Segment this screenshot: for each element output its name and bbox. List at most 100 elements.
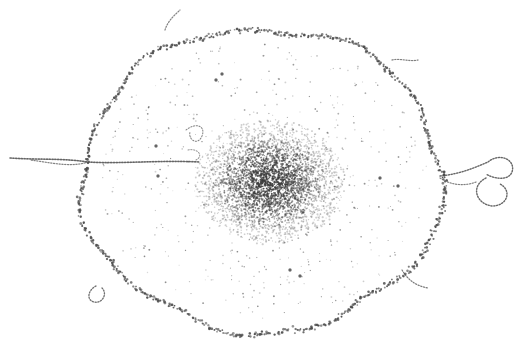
nucleus-dot	[228, 182, 231, 185]
nucleus-dot	[275, 164, 278, 167]
nucleus-dot	[295, 130, 298, 133]
nucleus-dot	[238, 179, 241, 182]
nucleus-dot	[250, 215, 253, 217]
nucleus-dot	[320, 190, 322, 192]
nucleus-dot	[309, 181, 312, 184]
cytoplasm-speck	[135, 247, 137, 249]
nucleus-dot	[308, 163, 310, 165]
nucleus-dot	[327, 162, 330, 166]
nucleus-dot	[275, 146, 277, 148]
nucleus-dot	[294, 181, 297, 184]
nucleus-dot	[238, 150, 241, 153]
nucleus-dot	[286, 194, 289, 197]
nucleus-dot	[235, 174, 238, 177]
cytoplasm-speck	[174, 104, 176, 106]
nucleus-dot	[246, 210, 249, 212]
membrane-dot	[417, 102, 420, 105]
nucleus-dot	[297, 182, 299, 185]
membrane-dot	[432, 152, 436, 155]
membrane-dot	[422, 113, 425, 116]
cytoplasm-speck	[252, 111, 255, 113]
membrane-dot	[119, 270, 122, 273]
nucleus-dot	[303, 134, 306, 137]
nucleus-dot	[290, 157, 293, 160]
nucleus-dot	[224, 224, 227, 227]
membrane-dot	[117, 92, 120, 95]
nucleus-dot	[274, 144, 277, 146]
cytoplasm-speck	[124, 193, 126, 195]
nucleus-dot	[306, 165, 309, 168]
membrane-dot	[101, 252, 105, 255]
nucleus-dot	[321, 195, 324, 198]
nucleus-dot	[285, 148, 287, 151]
nucleus-dot	[306, 159, 308, 161]
nucleus-dot	[298, 174, 302, 177]
nucleus-dot	[304, 163, 307, 166]
cytoplasm-speck	[233, 216, 235, 218]
cytoplasm-speck	[263, 43, 266, 46]
nucleus-dot	[305, 156, 308, 159]
nucleus-dot	[321, 170, 324, 173]
cytoplasm-speck	[260, 198, 262, 200]
nucleus-dot	[245, 136, 248, 139]
nucleus-dot	[239, 205, 241, 207]
nucleus-dot	[236, 207, 239, 210]
membrane-dot	[411, 265, 415, 269]
nucleus-dot	[211, 187, 214, 190]
nucleus-dot	[290, 145, 292, 148]
nucleus-dot	[240, 229, 242, 231]
cytoplasm-speck	[166, 201, 168, 204]
nucleus-dot	[274, 146, 277, 149]
nucleus-dot	[291, 124, 293, 126]
nucleus-dot	[323, 191, 326, 195]
membrane-dot	[100, 251, 103, 253]
membrane-dot	[108, 105, 111, 108]
cytoplasm-speck	[260, 241, 262, 244]
nucleus-dot	[313, 139, 316, 142]
cytoplasm-speck	[186, 104, 189, 107]
nucleus-dot	[250, 153, 253, 155]
nucleus-dot	[219, 166, 222, 169]
nucleus-dot	[301, 209, 303, 211]
nucleus-dot	[253, 216, 256, 218]
nucleus-dot	[235, 144, 237, 146]
cytoplasm-speck	[131, 146, 133, 149]
nucleus-dot	[312, 206, 315, 209]
cytoplasm-speck	[222, 180, 224, 183]
nucleus-dot	[210, 168, 212, 171]
nucleus-dot	[271, 178, 273, 180]
nucleus-dot	[214, 171, 216, 173]
membrane-dot	[274, 31, 277, 34]
nucleus-dot	[271, 145, 274, 148]
nucleus-dot	[211, 168, 214, 171]
nucleus-dot	[260, 197, 263, 200]
nucleus-dot	[305, 219, 307, 221]
nucleus-dot	[228, 195, 230, 197]
nucleus-dot	[219, 224, 221, 227]
nucleus-dot	[269, 213, 272, 217]
nucleus-dot	[325, 193, 327, 196]
nucleus-dot	[271, 183, 274, 186]
nucleus-dot	[284, 148, 287, 150]
membrane-dot	[249, 27, 253, 30]
nucleus-dot	[242, 150, 244, 152]
nucleus-dot	[312, 197, 314, 199]
nucleus-dot	[232, 195, 235, 197]
nucleus-dot	[333, 191, 335, 194]
nucleus-dot	[243, 215, 246, 217]
cytoplasm-speck	[195, 195, 197, 197]
nucleus-dot	[333, 206, 336, 209]
nucleus-dot	[273, 230, 275, 232]
cytoplasm-speck	[348, 293, 351, 296]
nucleus-dot	[293, 158, 296, 161]
nucleus-dot	[208, 175, 211, 178]
nucleus-dot	[226, 225, 228, 228]
nucleus-dot	[223, 151, 226, 154]
nucleus-dot	[234, 205, 237, 208]
cytoplasm-speck	[146, 136, 149, 139]
nucleus-dot	[216, 213, 218, 215]
nucleus-dot	[235, 196, 238, 199]
nucleus-dot	[303, 134, 305, 136]
nucleus-dot	[246, 169, 248, 171]
membrane-dot	[118, 86, 121, 90]
